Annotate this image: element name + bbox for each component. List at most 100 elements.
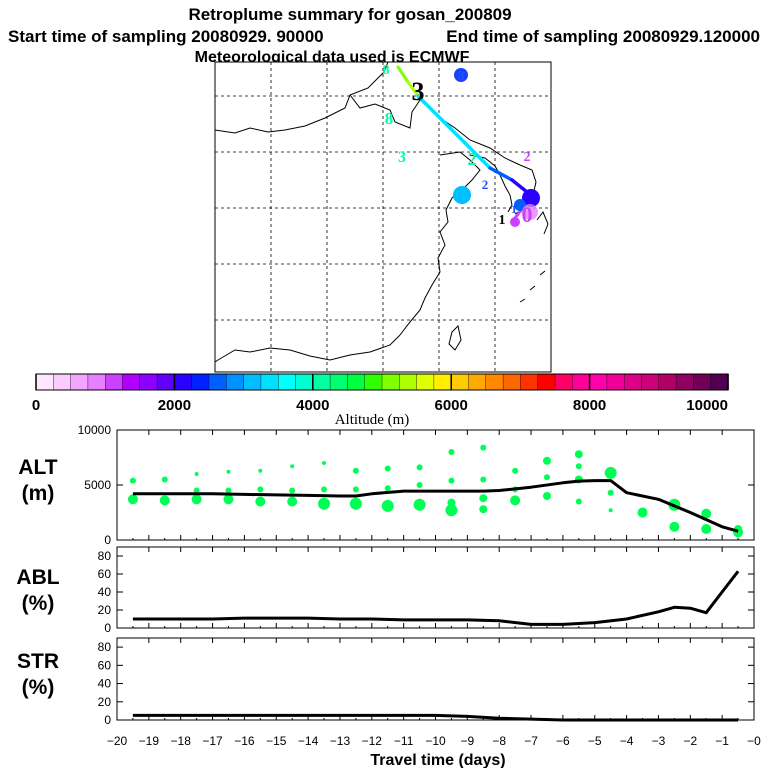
map-label: 1 (511, 202, 517, 216)
colorbar-ticks: 0 2000 4000 6000 8000 10000 (32, 374, 729, 414)
colorbar-cell (693, 373, 712, 391)
x-tick-label: −3 (652, 734, 666, 748)
x-tick-label: −18 (171, 734, 192, 748)
panel-labels: ALT (m) ABL (%) STR (%) (16, 456, 59, 699)
colorbar-cell (606, 373, 625, 391)
x-tick-label: −16 (234, 734, 255, 748)
map-label: 2 (524, 150, 531, 165)
colorbar-cell (243, 373, 262, 391)
map-label: 0 (522, 202, 533, 227)
colorbar-cell (312, 373, 331, 391)
y-tick-label: 80 (98, 549, 112, 563)
colorbar-cell (364, 373, 383, 391)
start-time: Start time of sampling 20080929. 90000 (8, 27, 324, 46)
coastlines (214, 61, 549, 363)
cluster-dot (384, 465, 391, 472)
cluster-dot (321, 486, 328, 493)
colorbar-cell (347, 373, 366, 391)
alt-label: ALT (18, 456, 57, 479)
end-time: End time of sampling 20080929.120000 (446, 27, 760, 46)
cluster-dot (384, 485, 391, 492)
colorbar-cell (278, 373, 297, 391)
colorbar-cell (433, 373, 452, 391)
cluster-dot (416, 464, 423, 471)
x-tick-label: −10 (425, 734, 446, 748)
y-tick-label: 20 (98, 603, 112, 617)
colorbar-tick-label: 10000 (686, 397, 728, 414)
cluster-dot (381, 499, 394, 512)
cluster-dot (416, 482, 423, 488)
abl-unit: (%) (22, 592, 55, 615)
colorbar-cell (35, 373, 54, 391)
alt-unit: (m) (22, 482, 55, 505)
colorbar-cell (399, 373, 418, 391)
coast-taiwan (448, 324, 462, 351)
colorbar-cell (156, 373, 176, 391)
cluster-dot (510, 495, 521, 506)
colorbar-cell (658, 373, 677, 391)
colorbar-cell (641, 373, 660, 391)
cluster-dot (575, 463, 582, 470)
x-tick-label: −2 (683, 734, 697, 748)
cluster-dot (223, 494, 234, 505)
colorbar-tick-label: 0 (32, 397, 40, 414)
cluster-marker (453, 186, 471, 204)
border-mongolia (214, 61, 389, 134)
cluster-dot (447, 498, 456, 507)
map-label: 2 (468, 149, 477, 169)
cluster-marker (510, 217, 520, 227)
cluster-dot (349, 497, 362, 510)
colorbar-cell (104, 373, 124, 391)
x-tick-label: −6 (556, 734, 570, 748)
y-tick-label: 40 (98, 677, 112, 691)
coast-kyushu (536, 211, 549, 235)
x-tick-label: −9 (461, 734, 475, 748)
map-label: 8 (385, 109, 394, 128)
colorbar-cell (451, 373, 470, 391)
y-tick-label: 10000 (78, 423, 112, 437)
cluster-dot (479, 494, 488, 503)
x-tick-label: −17 (202, 734, 223, 748)
trajectory-segment-1 (396, 65, 410, 84)
cluster-dot (159, 495, 170, 506)
map-label: 2 (482, 177, 489, 192)
cluster-marker (522, 204, 538, 220)
y-tick-label: 0 (104, 621, 111, 635)
colorbar-tick-label: 6000 (435, 397, 468, 414)
cluster-dot (322, 461, 327, 465)
y-tick-label: 40 (98, 585, 112, 599)
cluster-dot (448, 477, 455, 484)
series-line-alt (132, 479, 739, 533)
cluster-dot (574, 450, 583, 459)
colorbar-cell (191, 373, 210, 391)
x-axis-label: Travel time (days) (370, 752, 505, 768)
y-tick-label: 0 (104, 713, 111, 727)
island-2 (529, 285, 536, 291)
colorbar-cell (381, 373, 400, 391)
time-series-panels: 10000 5000 0 80 60 40 20 0 80 60 40 20 0 −20 −19 −18 −17… (78, 423, 762, 748)
str-unit: (%) (22, 676, 55, 699)
map-label: 3 (412, 77, 425, 106)
colorbar-label: Altitude (m) (335, 412, 410, 428)
colorbar-cell (416, 373, 435, 391)
panel-str: 80 60 40 20 0 (98, 637, 755, 727)
cluster-dot (258, 468, 263, 473)
x-tick-label: −11 (394, 734, 414, 748)
cluster-marker (522, 189, 540, 207)
cluster-dot (512, 467, 519, 474)
x-tick-label: −0 (747, 734, 761, 748)
x-tick-label: −14 (298, 734, 319, 748)
colorbar-cells (35, 373, 729, 391)
cluster-dot (352, 467, 359, 474)
cluster-markers (453, 68, 540, 227)
colorbar-cell (139, 373, 158, 391)
x-tick-labels: −20 −19 −18 −17 −16 −15 −14 −13 −12 −11 −10 −9 −8 −7 −… (107, 734, 761, 748)
cluster-dot (193, 487, 200, 494)
cluster-dot (161, 476, 168, 483)
panel-frame (116, 546, 755, 629)
abl-label: ABL (16, 566, 59, 589)
cluster-dot (445, 504, 458, 517)
colorbar-cell (537, 373, 556, 391)
colorbar-cell (502, 373, 522, 391)
